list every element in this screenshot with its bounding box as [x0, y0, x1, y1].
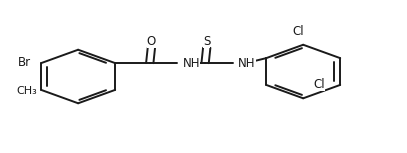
Text: Br: Br	[18, 56, 31, 69]
Text: NH: NH	[238, 57, 256, 70]
Text: Cl: Cl	[313, 78, 325, 91]
Text: Cl: Cl	[293, 25, 304, 38]
Text: S: S	[203, 35, 210, 49]
Text: O: O	[147, 35, 156, 49]
Text: CH₃: CH₃	[16, 86, 37, 96]
Text: NH: NH	[183, 57, 200, 70]
